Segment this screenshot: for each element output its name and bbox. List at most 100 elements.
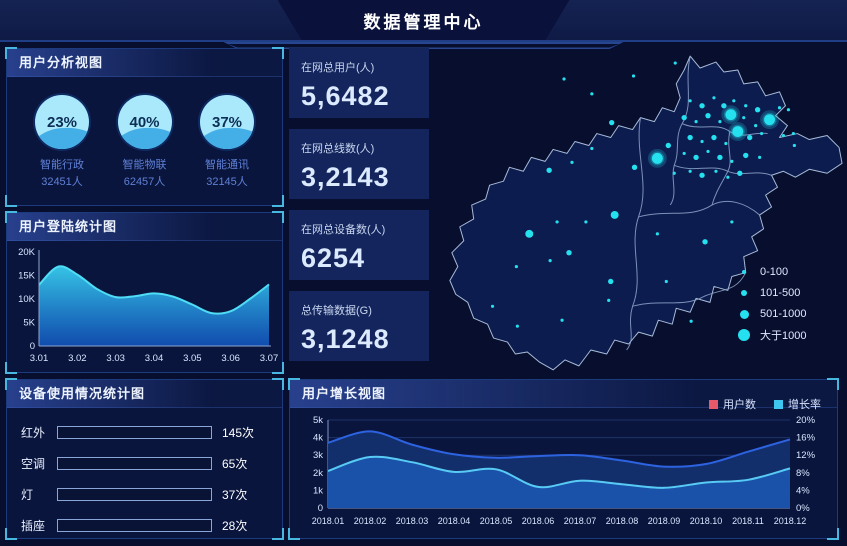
- svg-text:3.01: 3.01: [30, 353, 49, 364]
- kpi-label: 总传输数据(G): [301, 305, 372, 317]
- corner-bracket-icon: [827, 378, 839, 390]
- kpi-value: 5,6482: [301, 81, 390, 111]
- kpi-card-total-data: 总传输数据(G) 3,1248: [289, 291, 429, 361]
- bar-row: 红外 145次: [21, 424, 268, 441]
- legend-label: 501-1000: [760, 308, 807, 320]
- corner-bracket-icon: [288, 528, 300, 540]
- liquid-gauge-icon: 37%: [200, 95, 254, 149]
- svg-text:5k: 5k: [313, 415, 323, 426]
- bar-value: 28次: [222, 519, 248, 533]
- header-title-plate: 数据管理中心: [278, 0, 570, 40]
- svg-text:2018.07: 2018.07: [564, 516, 597, 526]
- svg-text:3.03: 3.03: [106, 353, 125, 364]
- gauge-admin: 23% 智能行政 32451人: [21, 95, 103, 190]
- liquid-gauge-icon: 40%: [117, 95, 172, 149]
- corner-bracket-icon: [5, 195, 17, 207]
- corner-bracket-icon: [288, 378, 300, 390]
- dot-icon: [740, 309, 749, 319]
- svg-text:2018.11: 2018.11: [732, 516, 764, 526]
- gauge-value: 62457人: [123, 175, 166, 188]
- bar-value: 145次: [222, 426, 255, 440]
- svg-text:3.04: 3.04: [145, 353, 164, 364]
- legend-item-users[interactable]: 用户数: [709, 396, 756, 412]
- panel-title: 设备使用情况统计图: [7, 380, 282, 408]
- dot-icon: [741, 290, 747, 296]
- svg-text:0: 0: [30, 341, 35, 352]
- panel-title: 用户增长视图: [290, 380, 837, 408]
- bar-category: 红外: [21, 426, 46, 440]
- svg-text:1k: 1k: [313, 485, 323, 496]
- legend-item[interactable]: 101-500: [738, 286, 807, 300]
- bar-row: 插座 28次: [21, 517, 268, 534]
- svg-text:15K: 15K: [18, 271, 36, 282]
- gauge-percent: 40%: [129, 113, 160, 131]
- region-map: 0-100 101-500 501-1000 大于1000: [430, 45, 847, 375]
- kpi-card-total-lines: 在网总线数(人) 3,2143: [289, 129, 429, 199]
- bar-track: [57, 519, 212, 532]
- legend-label: 0-100: [760, 266, 789, 278]
- legend-swatch-icon: [709, 399, 718, 409]
- gauge-comm: 37% 智能通讯 32145人: [186, 95, 268, 190]
- liquid-gauge-icon: 23%: [35, 95, 89, 149]
- legend-label: 大于1000: [760, 330, 807, 342]
- svg-text:8%: 8%: [796, 468, 810, 479]
- svg-text:3.02: 3.02: [68, 353, 87, 364]
- panel-title: 用户分析视图: [7, 49, 282, 77]
- panel-login-stats: 用户登陆统计图 0 5K 10K 15K 20K 3.01 3.02 3.03 3.04 3.05…: [5, 211, 284, 374]
- svg-text:2018.06: 2018.06: [522, 516, 555, 526]
- corner-bracket-icon: [272, 211, 284, 223]
- bar-category: 插座: [21, 519, 46, 533]
- corner-bracket-icon: [827, 528, 839, 540]
- gauge-iot: 40% 智能物联 62457人: [104, 95, 186, 190]
- svg-text:2018.09: 2018.09: [648, 516, 681, 526]
- legend-swatch-icon: [774, 399, 783, 409]
- legend-label: 101-500: [760, 287, 801, 299]
- svg-text:10K: 10K: [18, 294, 36, 305]
- growth-area-chart: 0 1k 2k 3k 4k 5k 0% 4% 8% 12% 16% 20% 2018.01 2018.02…: [312, 415, 816, 526]
- gauge-value: 32451人: [41, 175, 83, 188]
- header-bar: 数据管理中心: [0, 0, 847, 42]
- bar-track: [57, 488, 212, 501]
- bar-category: 灯: [21, 488, 34, 502]
- svg-text:20%: 20%: [796, 415, 816, 426]
- gauge-percent: 23%: [46, 113, 78, 131]
- gauge-label: 智能通讯: [205, 159, 249, 171]
- bar-track: [57, 457, 212, 470]
- svg-text:20K: 20K: [18, 247, 36, 258]
- corner-bracket-icon: [5, 47, 17, 59]
- kpi-card-total-devices: 在网总设备数(人) 6254: [289, 210, 429, 280]
- gauge-label: 智能行政: [40, 159, 84, 171]
- svg-text:3.07: 3.07: [260, 353, 278, 364]
- svg-text:2018.08: 2018.08: [606, 516, 639, 526]
- svg-text:3.06: 3.06: [221, 353, 240, 364]
- legend-item-growth[interactable]: 增长率: [774, 396, 821, 412]
- legend-item[interactable]: 501-1000: [738, 307, 807, 321]
- corner-bracket-icon: [272, 362, 284, 374]
- svg-text:2018.01: 2018.01: [312, 516, 345, 526]
- corner-bracket-icon: [5, 211, 17, 223]
- legend-label: 用户数: [723, 399, 756, 411]
- svg-text:2018.04: 2018.04: [438, 516, 471, 526]
- svg-text:2018.02: 2018.02: [354, 516, 387, 526]
- gauge-group: 23% 智能行政 32451人 40% 智能物联 62457人 37% 智能通讯: [7, 77, 282, 190]
- kpi-label: 在网总线数(人): [301, 143, 375, 155]
- corner-bracket-icon: [272, 378, 284, 390]
- svg-text:0: 0: [318, 503, 323, 514]
- kpi-value: 3,1248: [301, 324, 390, 354]
- bar-row: 灯 37次: [21, 486, 268, 503]
- svg-text:2018.03: 2018.03: [396, 516, 429, 526]
- corner-bracket-icon: [5, 362, 17, 374]
- corner-bracket-icon: [272, 47, 284, 59]
- gauge-value: 32145人: [206, 175, 248, 188]
- legend-item[interactable]: 0-100: [738, 265, 807, 279]
- legend-label: 增长率: [788, 399, 821, 411]
- legend-item[interactable]: 大于1000: [738, 328, 807, 342]
- svg-text:2018.05: 2018.05: [480, 516, 513, 526]
- kpi-value: 3,2143: [301, 162, 390, 192]
- login-area-chart: 0 5K 10K 15K 20K 3.01 3.02 3.03 3.04 3.05 3.06 3.07: [18, 247, 278, 364]
- bar-value: 37次: [222, 488, 248, 502]
- svg-text:2018.10: 2018.10: [690, 516, 723, 526]
- svg-text:4k: 4k: [313, 433, 323, 444]
- corner-bracket-icon: [5, 378, 17, 390]
